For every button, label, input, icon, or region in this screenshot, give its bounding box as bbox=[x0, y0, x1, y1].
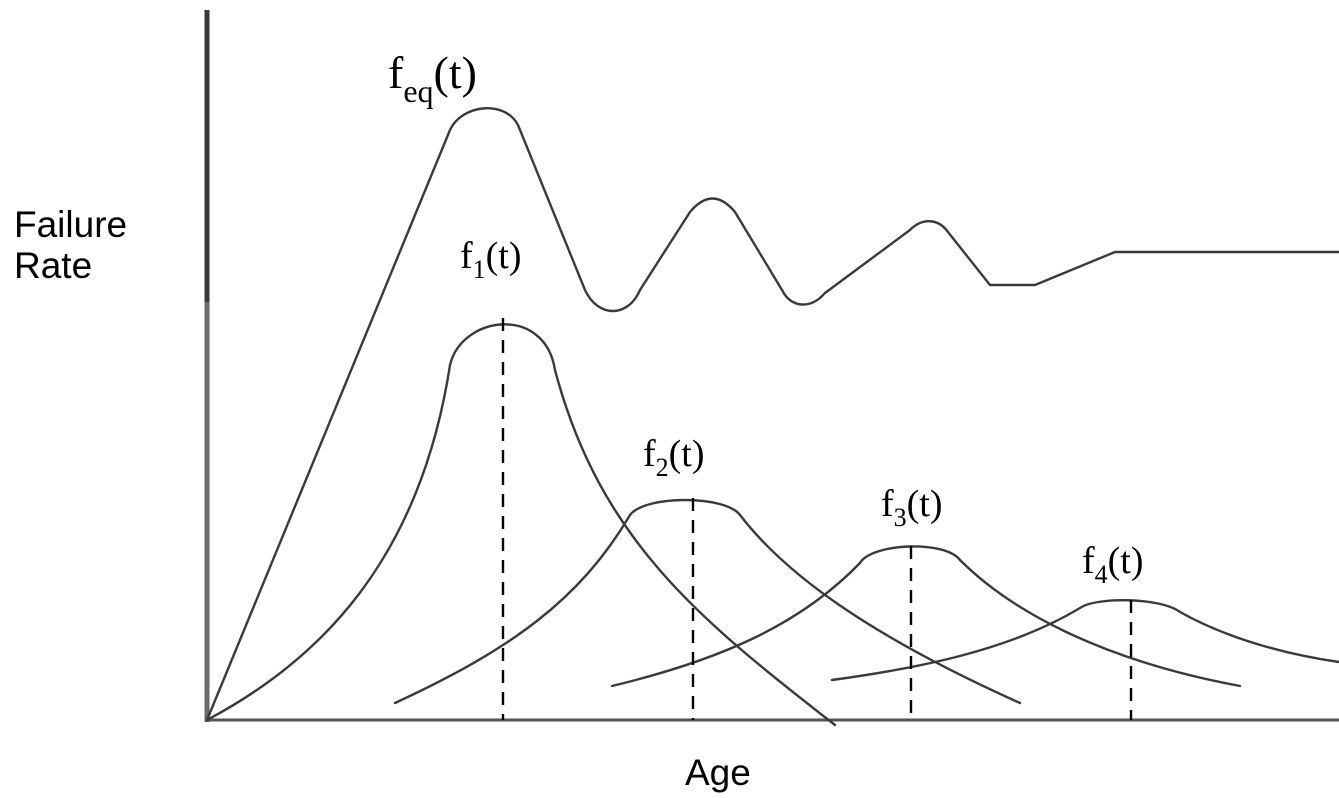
curve-f2 bbox=[393, 498, 1022, 705]
label-f4-base: f bbox=[1082, 540, 1095, 582]
label-feq-base: f bbox=[388, 47, 404, 98]
label-f2-base: f bbox=[643, 433, 656, 475]
label-f3-arg: (t) bbox=[907, 483, 943, 525]
curve-f1 bbox=[205, 323, 837, 727]
label-f3-base: f bbox=[881, 483, 894, 525]
label-f4: f4(t) bbox=[1082, 540, 1144, 589]
label-f2-arg: (t) bbox=[669, 433, 705, 475]
label-f1-sub: 1 bbox=[473, 255, 486, 284]
label-f2: f2(t) bbox=[643, 433, 705, 482]
label-f1-base: f bbox=[460, 235, 473, 277]
y-axis-label-line1: Failure bbox=[14, 204, 128, 245]
label-f3-sub: 3 bbox=[894, 503, 907, 532]
label-feq-arg: (t) bbox=[434, 47, 477, 98]
y-axis-label-line2: Rate bbox=[14, 245, 93, 287]
curve-f4 bbox=[830, 598, 1339, 682]
label-f2-sub: 2 bbox=[656, 453, 669, 482]
x-axis-label: Age bbox=[685, 752, 751, 793]
label-f4-sub: 4 bbox=[1095, 560, 1108, 589]
curve-f3 bbox=[610, 545, 1242, 688]
label-f4-arg: (t) bbox=[1108, 540, 1144, 582]
label-f1-arg: (t) bbox=[486, 235, 522, 277]
y-axis-label: Failure Rate bbox=[14, 204, 127, 287]
label-feq-sub: eq bbox=[403, 73, 433, 109]
label-feq: feq(t) bbox=[388, 47, 477, 109]
label-f1: f1(t) bbox=[460, 235, 522, 284]
label-f3: f3(t) bbox=[881, 483, 943, 532]
curve-feq bbox=[205, 107, 1339, 722]
